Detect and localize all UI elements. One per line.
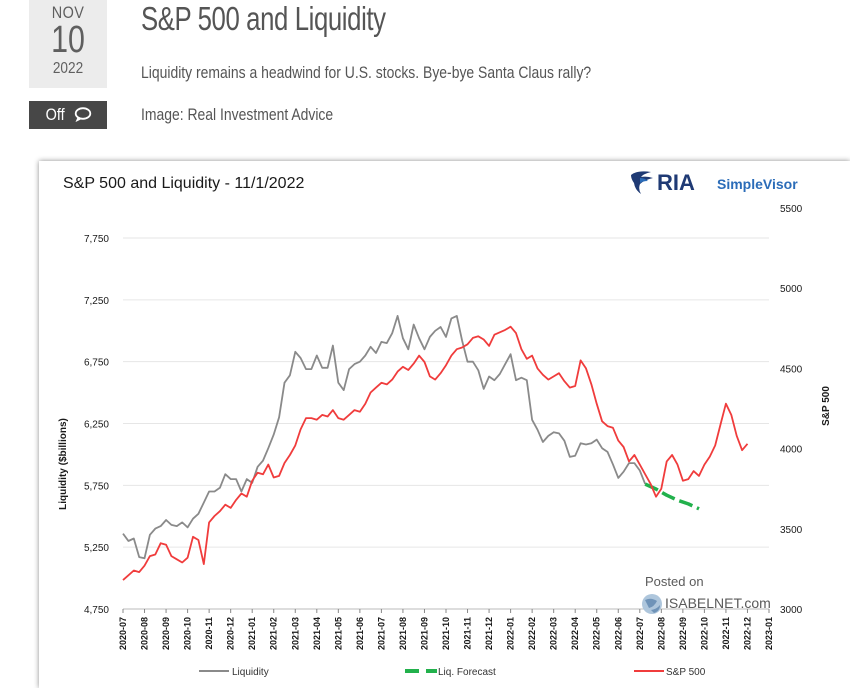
x-tick-label: 2021-07 — [376, 617, 386, 650]
post-title[interactable]: S&P 500 and Liquidity — [141, 0, 386, 37]
post-date-year: 2022 — [52, 60, 84, 77]
x-tick-label: 2020-11 — [204, 617, 214, 650]
chart-legend: Liquidity Liq. Forecast S&P 500 — [199, 667, 706, 678]
y2-tick-label: 5000 — [780, 284, 803, 295]
x-tick-label: 2021-08 — [398, 617, 408, 650]
x-tick-label: 2022-01 — [506, 617, 516, 650]
x-tick-label: 2022-08 — [656, 617, 666, 650]
x-tick-label: 2020-12 — [226, 617, 236, 650]
x-tick-label: 2021-12 — [484, 617, 494, 650]
x-tick-label: 2022-02 — [527, 617, 537, 650]
x-tick-label: 2022-04 — [570, 617, 580, 650]
x-tick-label: 2022-10 — [699, 617, 709, 650]
post-subtitle: Liquidity remains a headwind for U.S. st… — [141, 63, 592, 82]
series-lines — [122, 314, 749, 581]
y2-tick-label: 4000 — [780, 445, 803, 456]
x-tick-label: 2023-01 — [764, 617, 774, 650]
x-tick-label: 2022-05 — [592, 617, 602, 650]
series-sp500 — [122, 325, 749, 581]
y2-tick-label: 5500 — [780, 204, 803, 215]
ria-logo: RIA SimpleVisor — [631, 170, 798, 195]
y2-tick-label: 3500 — [780, 525, 803, 536]
y-axis-label: Liquidity ($billions) — [58, 418, 69, 510]
x-tick-label: 2022-09 — [678, 617, 688, 650]
y-tick-label: 7,250 — [84, 296, 109, 307]
comments-link[interactable]: Off — [29, 101, 107, 129]
brand-product: SimpleVisor — [717, 176, 798, 192]
x-tick-label: 2021-06 — [355, 617, 365, 650]
post-date-day: 10 — [51, 19, 85, 61]
x-tick-label: 2021-03 — [290, 617, 300, 650]
y2-axis-label: S&P 500 — [821, 386, 832, 426]
y-tick-label: 4,750 — [84, 605, 109, 616]
watermark-site: ISABELNET.com — [665, 595, 771, 611]
legend-label-forecast: Liq. Forecast — [438, 667, 496, 678]
x-tick-label: 2021-02 — [269, 617, 279, 650]
x-tick-label: 2022-11 — [721, 617, 731, 650]
y2-tick-label: 4500 — [780, 364, 803, 375]
x-tick-label: 2021-10 — [441, 617, 451, 650]
series-liq-forecast — [644, 482, 700, 511]
legend-label-liquidity: Liquidity — [232, 667, 269, 678]
post-date-month: NOV — [51, 3, 85, 22]
eagle-icon — [631, 171, 653, 194]
x-tick-label: 2021-11 — [463, 617, 473, 650]
y-tick-label: 6,250 — [84, 420, 109, 431]
x-tick-label: 2020-10 — [183, 617, 193, 650]
chart-title: S&P 500 and Liquidity - 11/1/2022 — [63, 175, 304, 192]
x-tick-label: 2021-04 — [312, 617, 322, 650]
x-tick-label: 2020-07 — [118, 617, 128, 650]
series-liquidity — [122, 314, 647, 560]
y-tick-label: 5,750 — [84, 481, 109, 492]
x-tick-label: 2022-07 — [635, 617, 645, 650]
x-tick-label: 2020-08 — [140, 617, 150, 650]
y-tick-label: 5,250 — [84, 543, 109, 554]
isabelnet-watermark: Posted on ISABELNET.com — [642, 574, 771, 614]
speech-bubble-icon — [74, 107, 91, 123]
x-tick-label: 2022-06 — [613, 617, 623, 650]
y-tick-label: 7,750 — [84, 234, 109, 245]
globe-icon — [642, 594, 662, 614]
chart-svg: S&P 500 and Liquidity - 11/1/2022 RIA Si… — [58, 170, 832, 678]
legend-label-sp500: S&P 500 — [666, 667, 706, 678]
watermark-posted-on: Posted on — [645, 574, 704, 589]
post-date-badge: NOV 10 2022 — [29, 0, 107, 88]
x-tick-label: 2022-12 — [742, 617, 752, 650]
comments-label: Off — [46, 105, 66, 124]
x-tick-label: 2021-05 — [333, 617, 343, 650]
chart-image: S&P 500 and Liquidity - 11/1/2022 RIA Si… — [39, 161, 850, 688]
x-tick-label: 2020-09 — [161, 617, 171, 650]
x-tick-label: 2022-03 — [549, 617, 559, 650]
grid-lines — [123, 237, 769, 610]
y2-tick-label: 3000 — [780, 605, 803, 616]
brand-name: RIA — [657, 170, 695, 195]
x-tick-label: 2021-09 — [419, 617, 429, 650]
y-tick-label: 6,750 — [84, 358, 109, 369]
image-credit: Image: Real Investment Advice — [141, 105, 334, 124]
x-tick-label: 2021-01 — [247, 617, 257, 650]
